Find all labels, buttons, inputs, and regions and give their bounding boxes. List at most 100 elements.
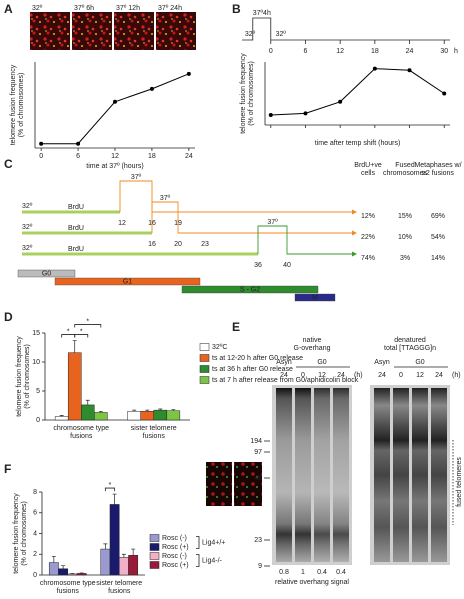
row-label: BrdU — [68, 204, 84, 211]
legend-label: 32ºC — [212, 344, 227, 351]
x-tick-label: 24 — [185, 153, 193, 160]
error-bar — [121, 553, 126, 558]
phase-label: G0 — [42, 271, 51, 278]
legend-swatch — [149, 561, 160, 569]
column-header: Metaphases w/ — [414, 162, 461, 169]
y-tick-label: 5 — [36, 388, 40, 395]
error-bar — [61, 565, 66, 569]
point — [39, 141, 44, 146]
row-label: 32º — [22, 203, 33, 210]
y-axis-label: (% of chromosomes) — [21, 501, 28, 566]
lane-label: 24 — [280, 372, 288, 379]
point — [76, 141, 81, 146]
bar — [128, 555, 139, 576]
x-tick-label: 18 — [148, 153, 156, 160]
row-label: BrdU — [68, 246, 84, 253]
y-tick-label: 15 — [32, 330, 40, 337]
x-tick-label: 0 — [39, 153, 43, 160]
time-label: 23 — [201, 241, 209, 248]
gel-lane — [393, 388, 409, 562]
gel-lane — [412, 388, 428, 562]
micrograph — [30, 12, 70, 50]
x-tick-label: fusions — [57, 588, 80, 595]
error-bar — [51, 555, 56, 563]
row-label: 32º — [22, 224, 33, 231]
gel-lane — [314, 388, 330, 562]
x-tick-label: 0 — [269, 48, 273, 55]
significance-bracket — [74, 324, 102, 328]
size-marker: 9 — [258, 563, 262, 570]
error-bar — [98, 410, 103, 413]
bar — [67, 573, 78, 576]
micrograph — [156, 12, 196, 50]
percentage: 3% — [400, 255, 410, 262]
x-tick-label: fusions — [143, 433, 166, 440]
bar — [58, 568, 68, 576]
x-tick-label: 12 — [111, 153, 119, 160]
column-header: chromosomes — [383, 170, 427, 177]
x-tick-label: 18 — [371, 48, 379, 55]
phase-label: G1 — [123, 279, 132, 286]
gel-lane — [374, 388, 390, 562]
legend-swatch — [149, 552, 160, 560]
y-tick-label: 10 — [32, 359, 40, 366]
gel-title: total [TTAGGG]n — [384, 345, 436, 352]
panel-letter: D — [4, 310, 13, 324]
x-tick-label: chromosome type — [53, 425, 109, 432]
significance-bracket — [104, 487, 116, 492]
gel-lane — [276, 388, 292, 562]
size-marker: 97 — [254, 449, 262, 456]
overhang-label: relative overhang signal — [275, 579, 349, 586]
bar — [54, 416, 69, 421]
x-tick-label: 24 — [406, 48, 414, 55]
lane-group: G0 — [415, 359, 424, 366]
column-header: Fused — [395, 162, 415, 169]
y-tick-label: 0 — [33, 572, 37, 579]
lane-group: G0 — [317, 359, 326, 366]
side-label: fused telomeres — [456, 457, 463, 507]
image-label: 37º 12h — [116, 5, 140, 12]
legend-label: ts at 12-20 h after G0 release — [212, 355, 303, 362]
gel-lane — [295, 388, 311, 562]
legend-swatch — [149, 543, 160, 551]
gel-title: native — [303, 337, 322, 344]
pulse-line — [257, 225, 352, 255]
pulse-label: 37º — [267, 219, 278, 226]
error-bar — [132, 409, 137, 412]
error-bar — [131, 548, 136, 556]
phase-label: S - G2 — [240, 287, 260, 294]
bar — [67, 352, 82, 421]
y-tick-label: 8 — [33, 489, 37, 496]
time-label: 16 — [148, 241, 156, 248]
phase-bar — [54, 277, 201, 286]
error-bar — [70, 573, 75, 574]
point — [303, 111, 308, 116]
lane-group: Asyn — [374, 359, 390, 366]
percentage: 15% — [398, 213, 412, 220]
phase-label: M — [312, 295, 318, 302]
timeline-label: 37º4h — [253, 10, 271, 17]
x-tick-label: sister telomere — [96, 580, 142, 587]
bar — [76, 573, 87, 576]
lane-label: 0 — [399, 372, 403, 379]
row-label: 32º — [22, 245, 33, 252]
error-bar — [171, 409, 176, 411]
overhang-signal: 0.4 — [317, 569, 327, 576]
size-marker: 23 — [254, 537, 262, 544]
legend-swatch — [149, 534, 160, 542]
annotation: * — [67, 328, 70, 335]
timeline-label: 32º — [276, 31, 287, 38]
arrowhead — [352, 230, 357, 236]
micrograph — [234, 462, 262, 506]
x-tick-label: 12 — [336, 48, 344, 55]
row-label: BrdU — [68, 225, 84, 232]
point — [442, 91, 447, 96]
error-bar — [103, 543, 108, 550]
legend-group-label: Lig4-/- — [202, 557, 223, 564]
legend-swatch — [199, 376, 210, 384]
line — [270, 68, 445, 116]
lane-unit: (h) — [354, 372, 363, 379]
legend-brace — [196, 554, 200, 567]
time-label: 36 — [254, 262, 262, 269]
